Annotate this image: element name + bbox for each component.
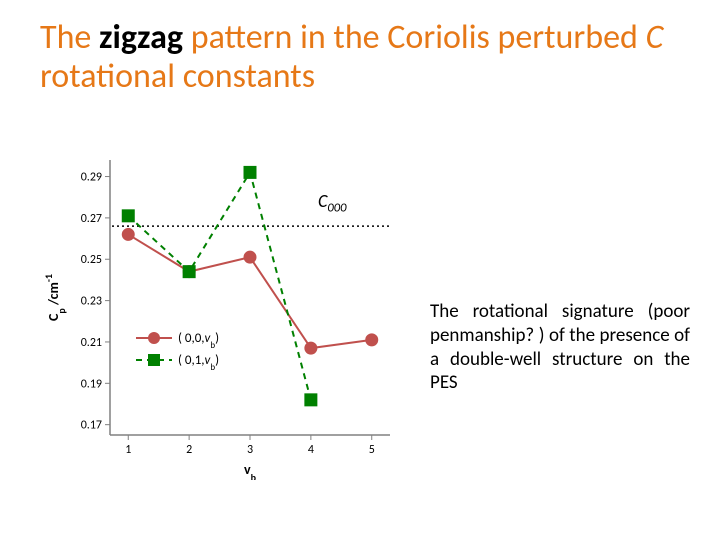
svg-text:0.23: 0.23 — [81, 295, 102, 309]
figure-caption: The rotational signature (poor penmanshi… — [430, 300, 690, 395]
svg-text:( 0,0,vb): ( 0,0,vb) — [178, 331, 219, 351]
svg-text:Cp /cm-1: Cp /cm-1 — [42, 274, 68, 321]
svg-text:3: 3 — [247, 443, 253, 457]
svg-text:0.25: 0.25 — [81, 253, 102, 267]
svg-text:( 0,1,vb): ( 0,1,vb) — [178, 353, 219, 373]
c000-subscript: 000 — [327, 201, 346, 216]
svg-text:0.21: 0.21 — [81, 336, 102, 350]
slide-title: The zigzag pattern in the Coriolis pertu… — [40, 18, 690, 96]
c000-label: C000 — [318, 190, 347, 216]
c000-symbol: C — [318, 190, 327, 212]
svg-text:0.27: 0.27 — [81, 212, 102, 226]
svg-text:0.29: 0.29 — [81, 171, 102, 185]
svg-text:4: 4 — [308, 443, 314, 457]
svg-text:0.19: 0.19 — [81, 377, 102, 391]
svg-text:0.17: 0.17 — [81, 419, 102, 433]
svg-text:vb: vb — [244, 461, 257, 480]
svg-text:5: 5 — [369, 443, 375, 457]
svg-text:2: 2 — [186, 443, 192, 457]
svg-text:1: 1 — [125, 443, 131, 457]
